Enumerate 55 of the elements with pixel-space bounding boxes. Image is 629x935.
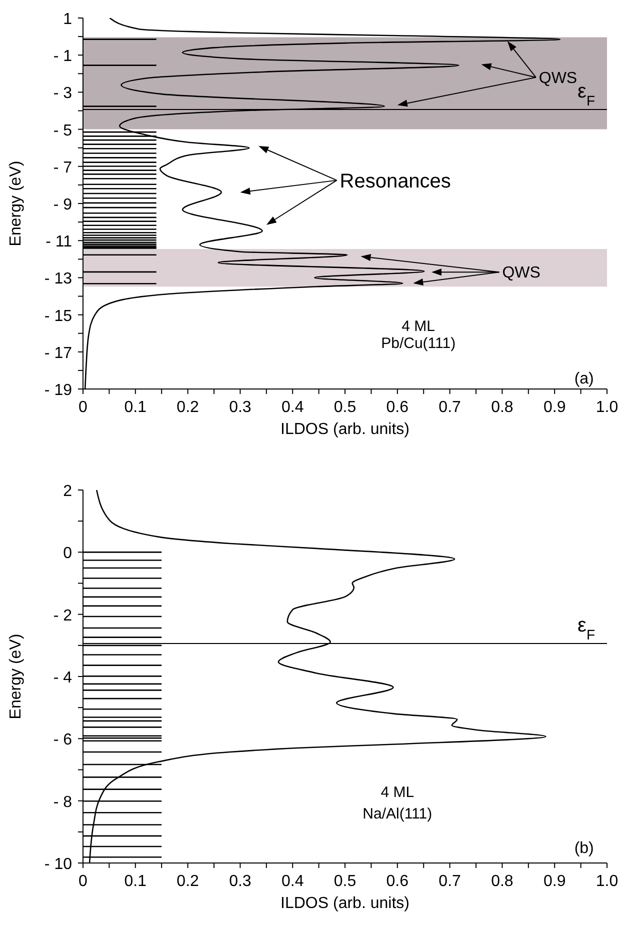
x-tick-label: 0.8 bbox=[491, 873, 514, 890]
x-tick-label: 0.7 bbox=[438, 399, 462, 416]
annotation: Pb/Cu(111) bbox=[381, 334, 456, 352]
y-tick-label: 1 bbox=[63, 11, 72, 28]
annotation: QWS bbox=[502, 264, 540, 282]
y-tick-label: - 19 bbox=[44, 382, 72, 399]
x-axis-title: ILDOS (arb. units) bbox=[280, 421, 410, 438]
y-tick-label: - 11 bbox=[46, 234, 72, 251]
annotation: Na/Al(111) bbox=[362, 806, 432, 823]
annotation: QWS bbox=[538, 70, 578, 87]
x-tick-label: 0 bbox=[78, 399, 88, 416]
y-tick-label: - 8 bbox=[53, 794, 72, 811]
y-tick-label: - 1 bbox=[53, 48, 72, 66]
y-tick-label: - 9 bbox=[53, 196, 72, 214]
y-tick-label: - 3 bbox=[53, 85, 72, 102]
x-tick-label: 0.5 bbox=[334, 399, 356, 416]
x-tick-label: 0.2 bbox=[176, 399, 200, 416]
annotation: 4 ML bbox=[402, 318, 436, 336]
y-tick-label: - 10 bbox=[44, 856, 72, 873]
x-tick-label: 1.0 bbox=[596, 873, 618, 890]
x-tick-label: 0.3 bbox=[229, 399, 252, 416]
x-tick-label: 0.3 bbox=[229, 873, 252, 890]
x-tick-label: 0.9 bbox=[543, 873, 566, 890]
x-tick-label: 1.0 bbox=[596, 399, 618, 416]
y-tick-label: - 7 bbox=[53, 159, 72, 176]
x-axis-title: ILDOS (arb. units) bbox=[280, 895, 410, 912]
y-tick-label: - 13 bbox=[44, 270, 72, 288]
y-tick-label: - 17 bbox=[44, 344, 72, 362]
x-tick-label: 0.9 bbox=[543, 399, 566, 416]
x-tick-label: 0.8 bbox=[491, 399, 514, 416]
y-tick-label: - 2 bbox=[53, 607, 72, 624]
ref-line-label: ε$_{F}$ bbox=[578, 614, 595, 643]
x-tick-label: 0.7 bbox=[438, 873, 462, 890]
y-tick-label: - 5 bbox=[53, 122, 72, 140]
y-tick-label: - 15 bbox=[44, 308, 72, 325]
x-tick-label: 0.4 bbox=[281, 873, 304, 890]
x-tick-label: 0.6 bbox=[386, 399, 409, 416]
y-tick-label: 2 bbox=[63, 483, 72, 500]
annotation: (a) bbox=[574, 370, 594, 388]
y-tick-label: - 6 bbox=[53, 732, 72, 749]
y-tick-label: - 4 bbox=[53, 670, 72, 686]
y-axis-title: Energy (eV) bbox=[8, 634, 25, 720]
x-tick-label: 0.1 bbox=[124, 873, 147, 890]
x-tick-label: 0 bbox=[78, 873, 88, 890]
annotation: (b) bbox=[574, 840, 594, 858]
ref-line-label: ε$_{F}$ bbox=[578, 80, 595, 108]
x-tick-label: 0.1 bbox=[124, 399, 147, 416]
y-axis-title: Energy (eV) bbox=[8, 160, 25, 246]
x-tick-label: 0.2 bbox=[176, 873, 200, 890]
annotation: Resonances bbox=[340, 170, 451, 192]
y-tick-label: 0 bbox=[63, 545, 72, 562]
x-tick-label: 0.5 bbox=[334, 873, 356, 890]
annotation: 4 ML bbox=[380, 784, 414, 801]
x-tick-label: 0.6 bbox=[386, 873, 409, 890]
x-tick-label: 0.4 bbox=[281, 399, 304, 416]
